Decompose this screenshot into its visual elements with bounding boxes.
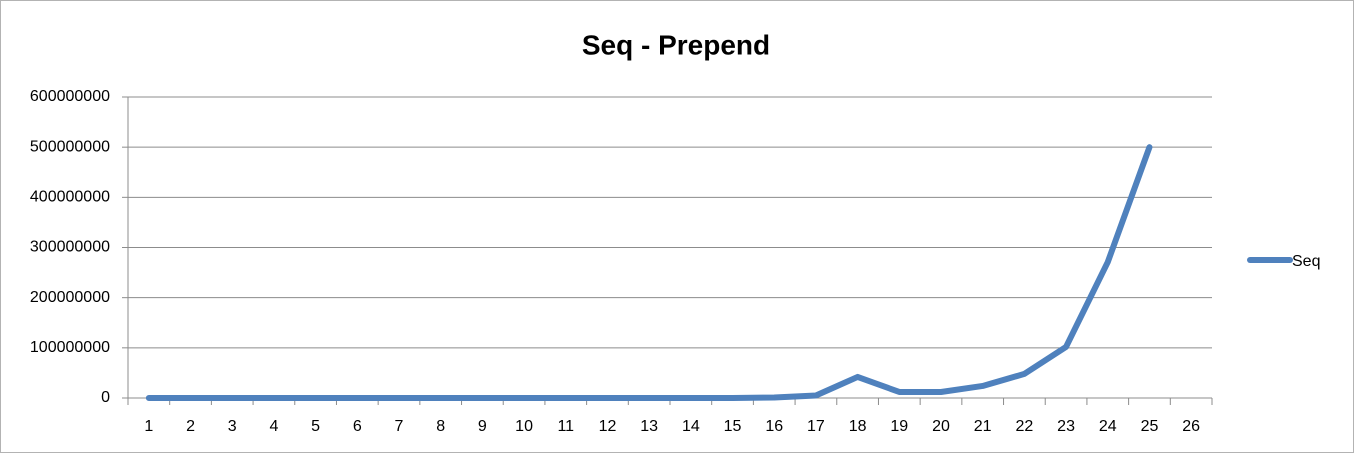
x-tick-label: 13 [640,418,658,435]
x-tick-label: 7 [395,418,404,435]
x-tick-label: 4 [269,418,278,435]
x-tick-label: 6 [353,418,362,435]
y-tick-label: 0 [101,389,110,406]
x-tick-label: 16 [765,418,783,435]
x-tick-label: 14 [682,418,700,435]
x-tick-label: 5 [311,418,320,435]
x-tick-label: 15 [724,418,742,435]
x-tick-label: 20 [932,418,950,435]
x-tick-label: 8 [436,418,445,435]
x-tick-label: 10 [515,418,533,435]
x-tick-label: 26 [1182,418,1200,435]
x-tick-label: 1 [144,418,153,435]
x-tick-label: 24 [1099,418,1117,435]
x-tick-label: 21 [974,418,992,435]
x-tick-label: 11 [557,418,574,435]
x-tick-label: 23 [1057,418,1075,435]
y-tick-label: 600000000 [30,88,110,105]
x-tick-label: 18 [849,418,867,435]
y-tick-label: 500000000 [30,138,110,155]
x-tick-label: 3 [228,418,237,435]
series-line [145,144,1153,401]
x-tick-label: 22 [1015,418,1033,435]
y-tick-label: 200000000 [30,289,110,306]
chart-title: Seq - Prepend [582,29,770,60]
y-tick-label: 400000000 [30,189,110,206]
y-tick-label: 100000000 [30,339,110,356]
x-tick-label: 12 [599,418,617,435]
legend-label: Seq [1292,253,1320,270]
x-tick-label: 25 [1141,418,1159,435]
x-tick-label: 9 [478,418,487,435]
x-tick-label: 19 [890,418,908,435]
y-tick-label: 300000000 [30,239,110,256]
x-tick-label: 17 [807,418,825,435]
x-tick-label: 2 [186,418,195,435]
